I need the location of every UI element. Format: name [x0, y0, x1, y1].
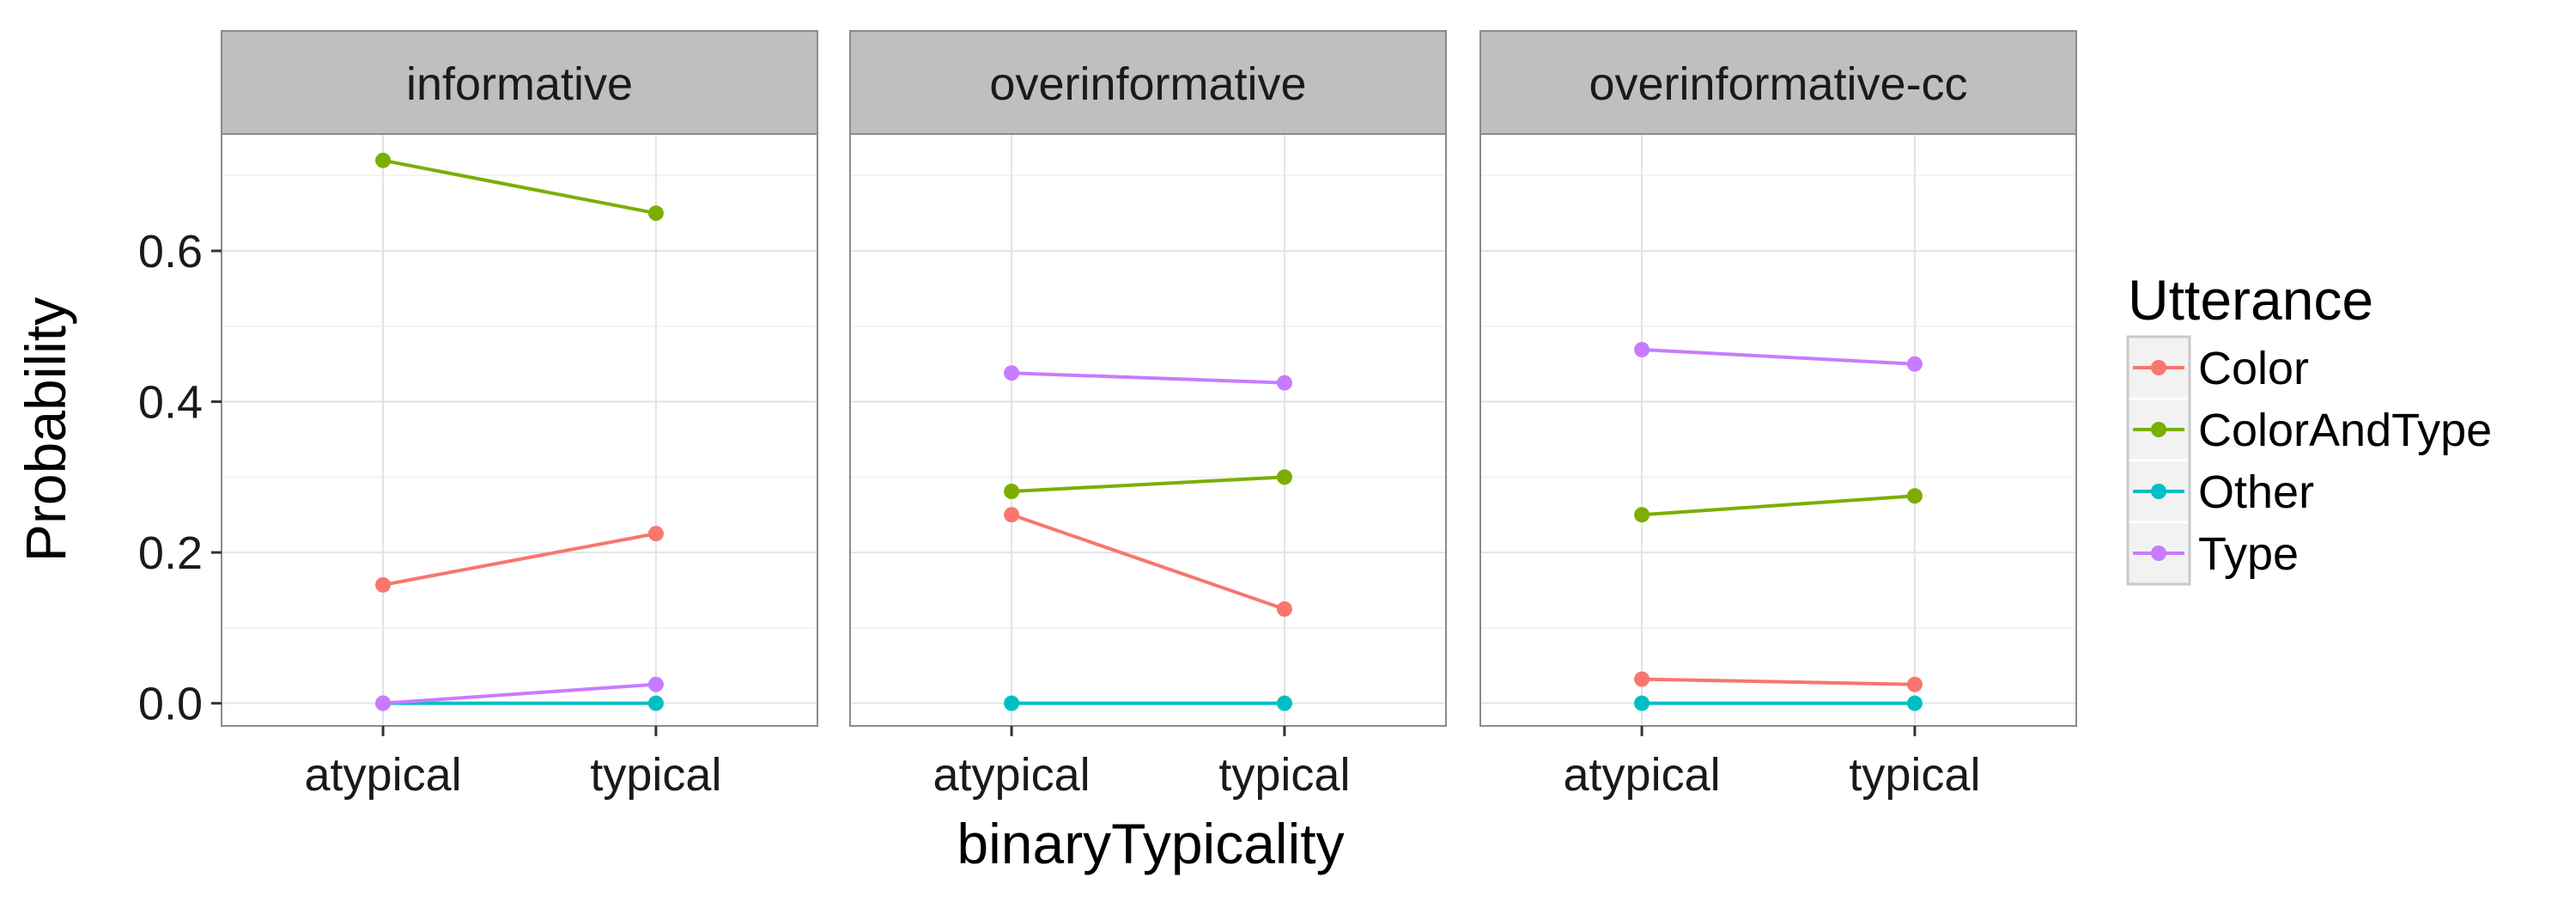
x-tick-label: typical	[1849, 749, 1980, 801]
series-line-Type	[1641, 348, 1916, 366]
data-point-Type	[1906, 356, 1923, 372]
data-point-Color	[647, 526, 664, 542]
series-line-Type	[382, 682, 657, 705]
data-point-Color	[375, 576, 392, 593]
x-tick-label: atypical	[305, 749, 462, 801]
legend-key-frame	[2126, 335, 2191, 586]
data-point-Type	[647, 676, 664, 692]
data-point-Type	[1004, 365, 1020, 381]
facet-label: overinformative-cc	[1589, 58, 1967, 110]
data-point-Color	[1906, 676, 1923, 692]
data-point-Other	[1004, 695, 1020, 711]
y-tick-label: 0.2	[138, 527, 203, 579]
legend: Utterance Color ColorAndType Other Type	[2126, 268, 2492, 586]
facet-strip	[221, 30, 818, 135]
x-tick-label: atypical	[933, 749, 1091, 801]
data-point-Other	[1634, 695, 1650, 711]
data-point-Other	[647, 695, 664, 711]
data-point-ColorAndType	[1004, 484, 1020, 500]
series-line-Color	[1011, 513, 1285, 611]
x-tick-label: typical	[1218, 749, 1350, 801]
data-point-Type	[1276, 375, 1292, 391]
panel-background	[222, 134, 817, 726]
data-point-Color	[1276, 600, 1292, 617]
data-point-Type	[1634, 342, 1650, 358]
legend-key-point	[2151, 422, 2166, 437]
panel-border	[849, 133, 1447, 727]
x-tick-label: typical	[590, 749, 721, 801]
legend-key-point	[2151, 545, 2166, 561]
legend-title: Utterance	[2128, 268, 2373, 332]
legend-entry-label: ColorAndType	[2198, 405, 2492, 456]
y-tick-label: 0.4	[138, 377, 203, 429]
legend-entry-label: Type	[2198, 528, 2299, 580]
facet-overinformative: overinformative atypical typical	[849, 30, 1447, 801]
series-line-Type	[1012, 371, 1285, 385]
data-point-Color	[1634, 671, 1650, 687]
series-line-Color	[1642, 677, 1915, 686]
panel-background	[850, 134, 1446, 726]
facet-label: overinformative	[989, 58, 1306, 110]
series-line-ColorAndType	[382, 158, 657, 216]
data-point-Color	[1004, 507, 1020, 523]
panel-background	[1480, 134, 2076, 726]
legend-key-point	[2151, 360, 2166, 375]
legend-entry-label: Color	[2198, 343, 2309, 394]
x-axis-title: binaryTypicality	[957, 812, 1344, 875]
facet-strip	[849, 30, 1447, 135]
data-point-ColorAndType	[647, 205, 664, 222]
y-axis-title: Probability	[14, 297, 77, 562]
y-tick-label: 0.0	[138, 679, 203, 730]
data-point-ColorAndType	[1634, 507, 1650, 523]
panel-border	[221, 133, 818, 727]
data-point-ColorAndType	[1906, 488, 1923, 504]
panel-border	[1479, 133, 2077, 727]
series-line-Color	[382, 532, 657, 587]
data-point-ColorAndType	[375, 152, 392, 168]
facet-label: informative	[406, 58, 633, 110]
series-line-ColorAndType	[1641, 494, 1916, 517]
data-point-Other	[1276, 695, 1292, 711]
legend-key-point	[2151, 484, 2166, 499]
data-point-Other	[1906, 695, 1923, 711]
data-point-Type	[375, 695, 392, 711]
x-tick-label: atypical	[1564, 749, 1721, 801]
series-line-ColorAndType	[1011, 475, 1285, 494]
facet-informative: informative atypical typical	[221, 30, 818, 801]
y-tick-label: 0.6	[138, 226, 203, 277]
facet-overinformative-cc: overinformative-cc atypical typical	[1479, 30, 2077, 801]
legend-entry-label: Other	[2198, 466, 2314, 518]
facet-strip	[1479, 30, 2077, 135]
data-point-ColorAndType	[1276, 469, 1292, 485]
y-axis: 0.0 0.2 0.4 0.6	[138, 226, 222, 730]
